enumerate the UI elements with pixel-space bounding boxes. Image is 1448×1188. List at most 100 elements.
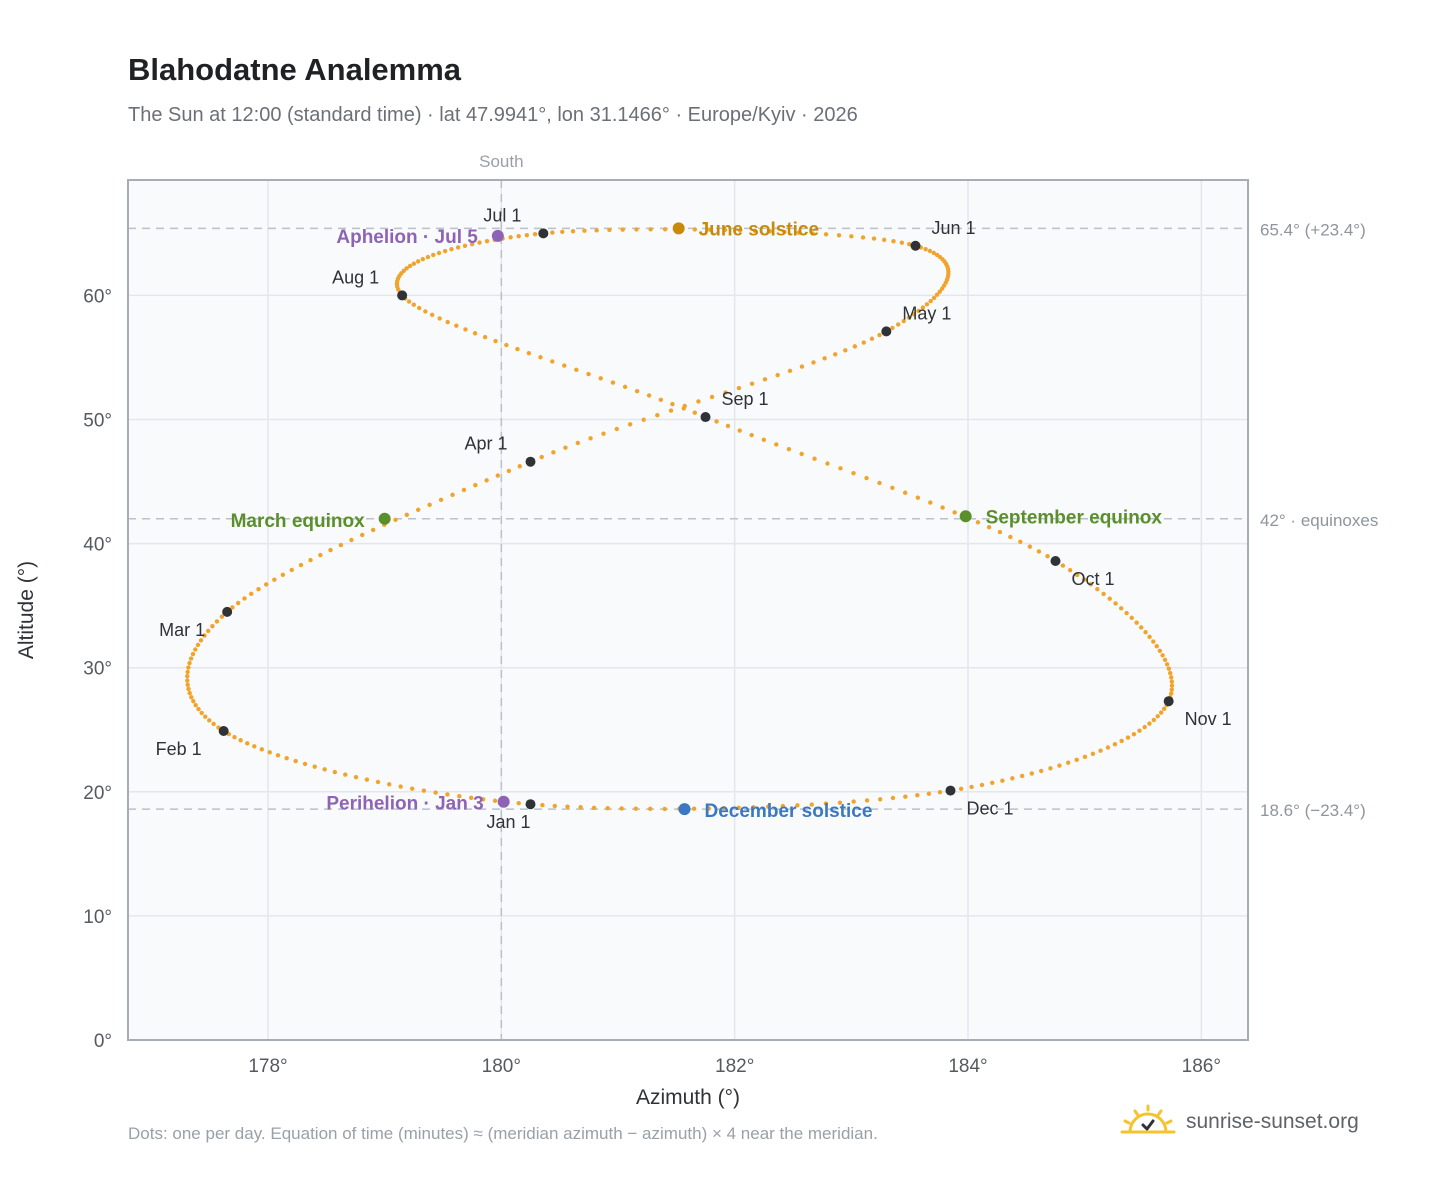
daily-dot (934, 292, 940, 297)
daily-dot (1154, 643, 1159, 649)
daily-dot (445, 319, 450, 325)
daily-dot (318, 552, 323, 558)
daily-dot (774, 442, 779, 447)
daily-dot (186, 665, 191, 670)
daily-dot (1169, 687, 1174, 692)
daily-dot (1162, 657, 1168, 663)
daily-dot (477, 240, 482, 245)
x-tick-label: 178° (248, 1056, 287, 1077)
daily-dot (578, 805, 583, 810)
daily-dot (516, 800, 521, 806)
daily-dot (601, 431, 606, 436)
plot-frame (127, 179, 1249, 1041)
daily-dot (1066, 760, 1071, 765)
daily-dot (449, 247, 454, 252)
month-marker (1050, 555, 1061, 566)
event-marker (491, 229, 504, 242)
y-tick-label: 10° (83, 907, 112, 928)
daily-dot (562, 363, 567, 368)
daily-dot (822, 356, 827, 361)
daily-dot (437, 316, 442, 321)
daily-dot (852, 344, 858, 349)
daily-dot (1147, 721, 1152, 726)
daily-dot (864, 475, 869, 481)
daily-dot (407, 263, 413, 269)
daily-dot (563, 445, 568, 450)
daily-dot (825, 461, 830, 466)
daily-dot (526, 350, 532, 356)
daily-dot (284, 756, 289, 761)
daily-dot (799, 364, 805, 369)
daily-dot (620, 227, 625, 232)
month-marker (1163, 696, 1174, 707)
daily-dot (450, 492, 455, 498)
daily-dot (187, 660, 192, 666)
daily-dot (997, 529, 1003, 535)
daily-dot (1075, 572, 1080, 578)
daily-dot (312, 764, 317, 769)
daily-dot (185, 682, 190, 687)
daily-dot (185, 674, 190, 679)
daily-dot (454, 323, 459, 328)
daily-dot (986, 524, 992, 530)
daily-dot (1151, 717, 1157, 723)
daily-dot (607, 227, 612, 233)
daily-dot (1143, 629, 1148, 635)
daily-dot (1160, 653, 1165, 658)
daily-dot (202, 633, 207, 638)
daily-dot (928, 298, 933, 304)
daily-dot (230, 605, 235, 610)
daily-dot (203, 714, 208, 719)
daily-dot (775, 372, 780, 378)
daily-dot (425, 254, 431, 260)
daily-dot (445, 792, 450, 797)
daily-dot (849, 234, 854, 239)
daily-dot (696, 399, 701, 404)
daily-dot (433, 790, 438, 795)
daily-dot (598, 376, 603, 381)
daily-dot (411, 302, 416, 307)
daily-dot (455, 245, 461, 250)
daily-dot (517, 464, 522, 469)
y-tick-label: 40° (83, 535, 112, 556)
daily-dot (799, 451, 804, 457)
daily-dot (907, 241, 912, 247)
x-tick-label: 180° (482, 1056, 521, 1077)
daily-dot (539, 454, 544, 460)
daily-dot (1039, 768, 1044, 774)
brand-logo[interactable]: sunrise-sunset.org (1120, 1102, 1359, 1142)
daily-dot (516, 233, 521, 239)
daily-dot (1169, 683, 1175, 688)
daily-dot (417, 305, 422, 311)
daily-dot (823, 801, 829, 806)
daily-dot (1045, 554, 1050, 559)
daily-dot (655, 412, 660, 418)
daily-dot (871, 236, 877, 241)
event-label: December solstice (705, 801, 873, 822)
month-marker (700, 412, 711, 423)
daily-dot (298, 562, 304, 568)
daily-dot (411, 261, 417, 266)
daily-dot (462, 243, 468, 248)
daily-dot (1112, 742, 1118, 747)
daily-dot (574, 367, 579, 373)
daily-dot (196, 706, 201, 712)
daily-dot (484, 478, 489, 483)
daily-dot (550, 359, 555, 364)
daily-dot (289, 567, 294, 573)
daily-dot (937, 789, 943, 795)
daily-dot (765, 804, 771, 809)
daily-dot (1081, 577, 1087, 582)
daily-dot (302, 761, 308, 767)
y-tick-label: 0° (94, 1031, 112, 1052)
daily-dot (709, 394, 715, 400)
daily-dot (916, 308, 921, 314)
daily-dot (398, 784, 403, 789)
daily-dot (707, 227, 713, 232)
daily-dot (252, 744, 257, 749)
daily-dot (484, 238, 490, 244)
daily-dot (722, 227, 728, 233)
daily-dot (837, 800, 843, 805)
daily-dot (308, 557, 313, 563)
daily-dot (1057, 763, 1062, 768)
